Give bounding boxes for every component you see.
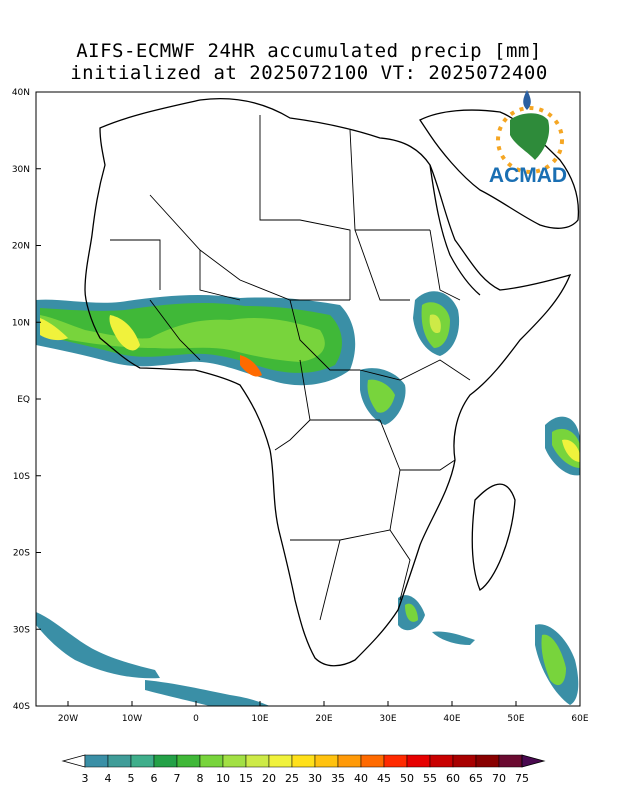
colorbar-label: 15 xyxy=(239,772,253,785)
colorbar-swatch xyxy=(337,754,362,768)
lat-tick-label: 10N xyxy=(12,318,30,328)
colorbar-swatch xyxy=(153,754,178,768)
colorbar-label: 60 xyxy=(446,772,460,785)
colorbar-label: 75 xyxy=(515,772,529,785)
colorbar-swatch xyxy=(130,754,155,768)
colorbar-swatch xyxy=(360,754,385,768)
colorbar-label: 40 xyxy=(354,772,368,785)
longitude-axis: 20W 10W 0 10E 20E 30E 40E 50E 60E xyxy=(58,701,589,724)
latitude-axis: 40N 30N 20N 10N EQ 10S 20S 30S 40S xyxy=(12,88,41,712)
colorbar-swatch xyxy=(429,754,454,768)
colorbar-label: 25 xyxy=(285,772,299,785)
colorbar-min-arrow xyxy=(61,754,86,768)
lat-tick-label: 20N xyxy=(12,242,30,252)
colorbar-swatch xyxy=(107,754,132,768)
lat-tick-label: EQ xyxy=(17,395,30,405)
colorbar-label: 5 xyxy=(128,772,135,785)
colorbar-swatch xyxy=(314,754,339,768)
colorbar-swatch xyxy=(475,754,500,768)
colorbar-swatch xyxy=(268,754,293,768)
colorbar-swatch xyxy=(222,754,247,768)
colorbar-swatch xyxy=(452,754,477,768)
lat-tick-label: 10S xyxy=(13,472,30,482)
lat-tick-label: 20S xyxy=(13,549,30,559)
map-title-line2: initialized at 2025072100 VT: 2025072400 xyxy=(70,62,548,84)
lon-tick-label: 0 xyxy=(193,714,199,724)
colorbar-label: 4 xyxy=(105,772,112,785)
colorbar-swatch xyxy=(176,754,201,768)
colorbar-max-arrow xyxy=(521,754,546,768)
lon-tick-label: 40E xyxy=(443,714,460,724)
acmad-logo: ACMAD xyxy=(489,90,567,187)
logo-text: ACMAD xyxy=(489,164,567,187)
colorbar-label: 6 xyxy=(151,772,158,785)
colorbar-label: 65 xyxy=(469,772,483,785)
country-borders xyxy=(110,115,471,621)
lon-tick-label: 10W xyxy=(122,714,142,724)
colorbar-label: 55 xyxy=(423,772,437,785)
colorbar-swatch xyxy=(84,754,109,768)
lon-tick-label: 10E xyxy=(251,714,268,724)
lat-tick-label: 30S xyxy=(13,625,30,635)
lon-tick-label: 20W xyxy=(58,714,78,724)
lat-tick-label: 40S xyxy=(13,702,30,712)
colorbar-label: 30 xyxy=(308,772,322,785)
colorbar-swatch xyxy=(383,754,408,768)
coastline xyxy=(84,97,580,667)
colorbar-swatch xyxy=(245,754,270,768)
colorbar-swatch xyxy=(291,754,316,768)
precip-field xyxy=(36,291,580,706)
colorbar-label: 50 xyxy=(400,772,414,785)
colorbar-label: 8 xyxy=(197,772,204,785)
colorbar-label: 45 xyxy=(377,772,391,785)
lon-tick-label: 20E xyxy=(315,714,332,724)
colorbar-label: 3 xyxy=(82,772,89,785)
map-title-line1: AIFS-ECMWF 24HR accumulated precip [mm] xyxy=(76,40,542,62)
colorbar-label: 7 xyxy=(174,772,181,785)
lon-tick-label: 60E xyxy=(571,714,588,724)
lon-tick-label: 30E xyxy=(379,714,396,724)
colorbar: 3 4 5 6 7 8 10 15 20 25 30 35 40 45 50 55 60 65 70 75 xyxy=(61,754,546,785)
colorbar-label: 35 xyxy=(331,772,345,785)
colorbar-label: 20 xyxy=(262,772,276,785)
lat-tick-label: 40N xyxy=(12,88,30,98)
colorbar-swatch xyxy=(199,754,224,768)
lat-tick-label: 30N xyxy=(12,165,30,175)
lon-tick-label: 50E xyxy=(507,714,524,724)
colorbar-swatch xyxy=(498,754,523,768)
colorbar-label: 70 xyxy=(492,772,506,785)
colorbar-label: 10 xyxy=(216,772,230,785)
colorbar-swatch xyxy=(406,754,431,768)
